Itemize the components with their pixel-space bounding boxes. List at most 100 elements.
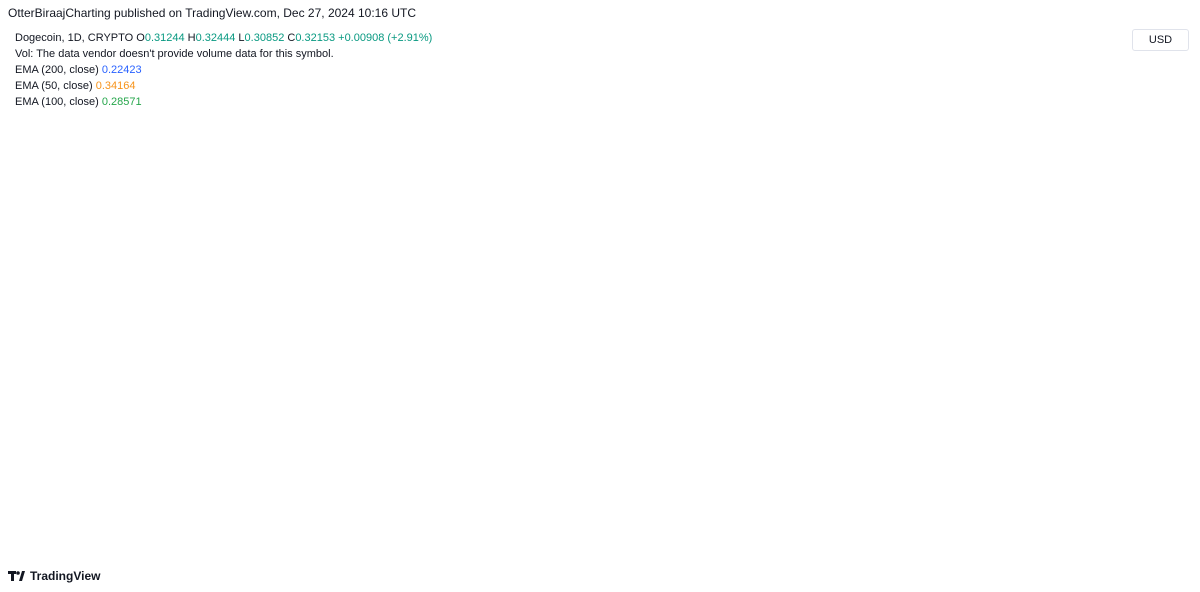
candle[interactable] <box>539 419 542 424</box>
candle[interactable] <box>214 399 217 420</box>
candle[interactable] <box>300 425 303 433</box>
candle[interactable] <box>652 269 656 282</box>
candle[interactable] <box>566 387 570 396</box>
candle[interactable] <box>178 412 182 424</box>
candle[interactable] <box>731 98 734 117</box>
legend-ema200[interactable]: EMA (200, close) 0.22423 <box>15 62 432 78</box>
candle[interactable] <box>546 412 550 422</box>
last-price-tag[interactable] <box>1131 148 1187 179</box>
candle[interactable] <box>699 110 703 123</box>
candle[interactable] <box>155 383 159 388</box>
candle[interactable] <box>640 319 644 331</box>
candle[interactable] <box>550 410 554 413</box>
tradingview-logo[interactable]: TradingView <box>8 569 100 583</box>
candle[interactable] <box>370 425 374 436</box>
candle[interactable] <box>644 301 648 320</box>
candle[interactable] <box>629 305 632 315</box>
candle[interactable] <box>503 408 507 417</box>
candle[interactable] <box>535 414 538 420</box>
candle[interactable] <box>734 110 738 117</box>
candle[interactable] <box>496 383 499 396</box>
candle[interactable] <box>358 414 362 424</box>
candle[interactable] <box>331 416 335 431</box>
candle[interactable] <box>476 408 480 413</box>
candle[interactable] <box>590 343 593 347</box>
candle[interactable] <box>691 104 695 117</box>
candle[interactable] <box>609 346 613 359</box>
candle[interactable] <box>123 383 127 392</box>
candle[interactable] <box>762 81 766 87</box>
candle[interactable] <box>288 385 292 396</box>
candle[interactable] <box>574 372 578 384</box>
candle[interactable] <box>292 395 296 409</box>
candle[interactable] <box>844 150 848 152</box>
candle[interactable] <box>315 412 319 426</box>
candle[interactable] <box>813 104 817 111</box>
candle[interactable] <box>112 381 115 390</box>
candle[interactable] <box>347 423 350 426</box>
candle[interactable] <box>143 381 147 388</box>
level-tag-2[interactable] <box>1131 143 1187 160</box>
candle[interactable] <box>468 416 472 420</box>
candle[interactable] <box>413 435 417 445</box>
candle[interactable] <box>104 363 108 377</box>
candle[interactable] <box>821 142 824 173</box>
candle[interactable] <box>828 150 832 158</box>
candle[interactable] <box>703 92 707 111</box>
candle[interactable] <box>362 410 366 424</box>
candle[interactable] <box>840 150 844 154</box>
candle[interactable] <box>797 98 801 105</box>
candle[interactable] <box>323 419 327 424</box>
candle[interactable] <box>480 391 484 409</box>
candle[interactable] <box>715 104 719 111</box>
candle[interactable] <box>198 419 202 422</box>
candle[interactable] <box>319 419 323 426</box>
candle[interactable] <box>296 408 300 426</box>
candle[interactable] <box>402 440 405 445</box>
candle[interactable] <box>182 423 186 426</box>
candle[interactable] <box>186 408 190 426</box>
candle[interactable] <box>441 425 444 433</box>
candle[interactable] <box>229 376 233 386</box>
candle[interactable] <box>45 317 49 320</box>
candle[interactable] <box>809 98 813 105</box>
candle[interactable] <box>621 301 625 312</box>
level-tag-1[interactable] <box>1131 127 1187 144</box>
candle[interactable] <box>194 414 198 422</box>
candle[interactable] <box>778 65 781 82</box>
candle[interactable] <box>170 380 174 386</box>
candle[interactable] <box>597 349 601 352</box>
candle[interactable] <box>507 416 511 422</box>
candle[interactable] <box>695 116 699 123</box>
candle[interactable] <box>73 319 76 336</box>
legend-ema100[interactable]: EMA (100, close) 0.28571 <box>15 94 432 110</box>
candle[interactable] <box>801 101 805 105</box>
candle[interactable] <box>742 92 746 105</box>
candle[interactable] <box>159 387 162 392</box>
candle[interactable] <box>680 110 683 117</box>
ema200-line[interactable] <box>27 239 854 397</box>
candle[interactable] <box>711 98 715 111</box>
candle[interactable] <box>543 421 546 424</box>
candle[interactable] <box>374 435 378 441</box>
candle[interactable] <box>96 344 100 350</box>
currency-button[interactable]: USD <box>1132 29 1189 51</box>
event-marker-icon[interactable] <box>837 494 855 512</box>
candle[interactable] <box>398 435 401 441</box>
candle[interactable] <box>593 346 597 350</box>
candle[interactable] <box>586 343 589 350</box>
candle[interactable] <box>445 428 448 433</box>
candle[interactable] <box>268 363 272 366</box>
candle[interactable] <box>817 110 820 143</box>
candle[interactable] <box>727 81 730 99</box>
candle[interactable] <box>245 354 249 362</box>
candle[interactable] <box>76 335 80 342</box>
candle[interactable] <box>221 389 225 392</box>
candle[interactable] <box>405 442 409 445</box>
candle[interactable] <box>339 425 343 429</box>
candle[interactable] <box>88 338 92 349</box>
candle[interactable] <box>202 419 206 422</box>
candle[interactable] <box>637 322 640 331</box>
candle[interactable] <box>774 65 777 76</box>
candle[interactable] <box>460 421 464 424</box>
